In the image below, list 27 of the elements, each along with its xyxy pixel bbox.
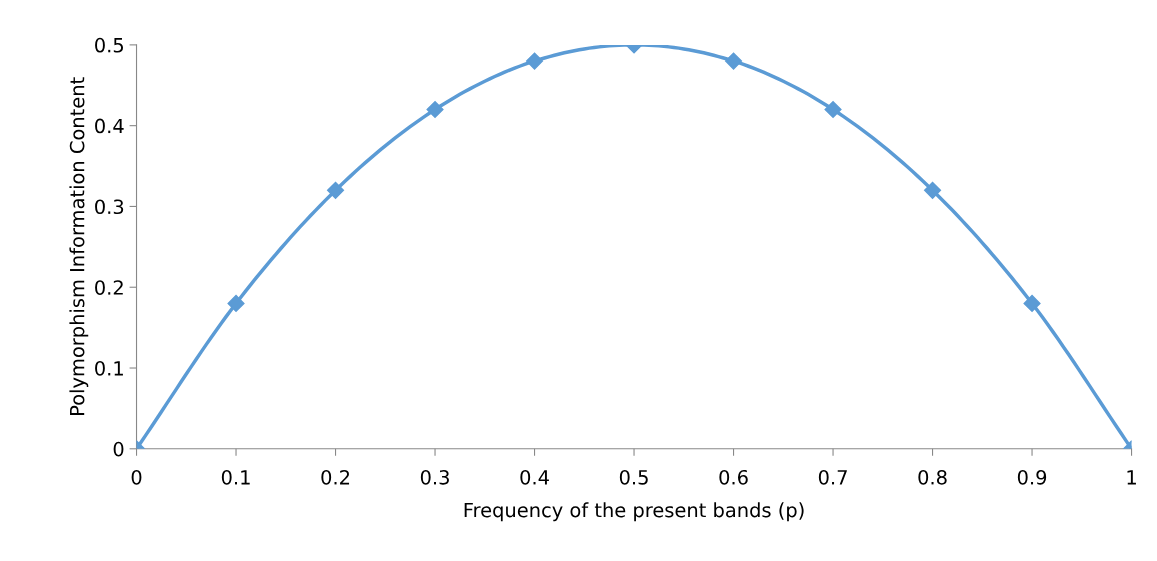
y-tick-label: 0.5 xyxy=(95,37,124,53)
x-axis-title: Frequency of the present bands (p) xyxy=(464,502,804,522)
x-tick-label: 0.7 xyxy=(818,469,847,485)
point xyxy=(824,100,842,119)
x-tick-label: 0.5 xyxy=(619,469,648,485)
x-tick-label: 0.8 xyxy=(918,469,947,485)
x-tick-label: 0.1 xyxy=(221,469,250,485)
y-tick-label: 0 xyxy=(113,441,124,457)
x-tick-label: 1 xyxy=(1127,470,1136,485)
x-tick-label: 0.2 xyxy=(321,469,350,485)
x-tick-label: 0.9 xyxy=(1017,469,1047,485)
point xyxy=(1023,294,1041,312)
y-tick-label: 0.3 xyxy=(95,199,124,215)
point xyxy=(923,181,942,199)
point xyxy=(525,52,544,70)
x-tick-label: 0.4 xyxy=(520,469,549,485)
x-tick-label: 0.6 xyxy=(719,469,748,485)
y-tick-label: 0.1 xyxy=(95,360,123,376)
y-tick-label: 0.2 xyxy=(95,280,123,295)
y-tick-label: 0.4 xyxy=(95,118,124,134)
point xyxy=(326,181,345,199)
point xyxy=(426,100,444,119)
x-tick-label: 0 xyxy=(131,469,142,485)
point xyxy=(227,294,245,312)
x-tick-label: 0.3 xyxy=(420,469,449,485)
y-axis-title: Polymorphism Information Content xyxy=(69,77,89,415)
point xyxy=(724,52,743,70)
